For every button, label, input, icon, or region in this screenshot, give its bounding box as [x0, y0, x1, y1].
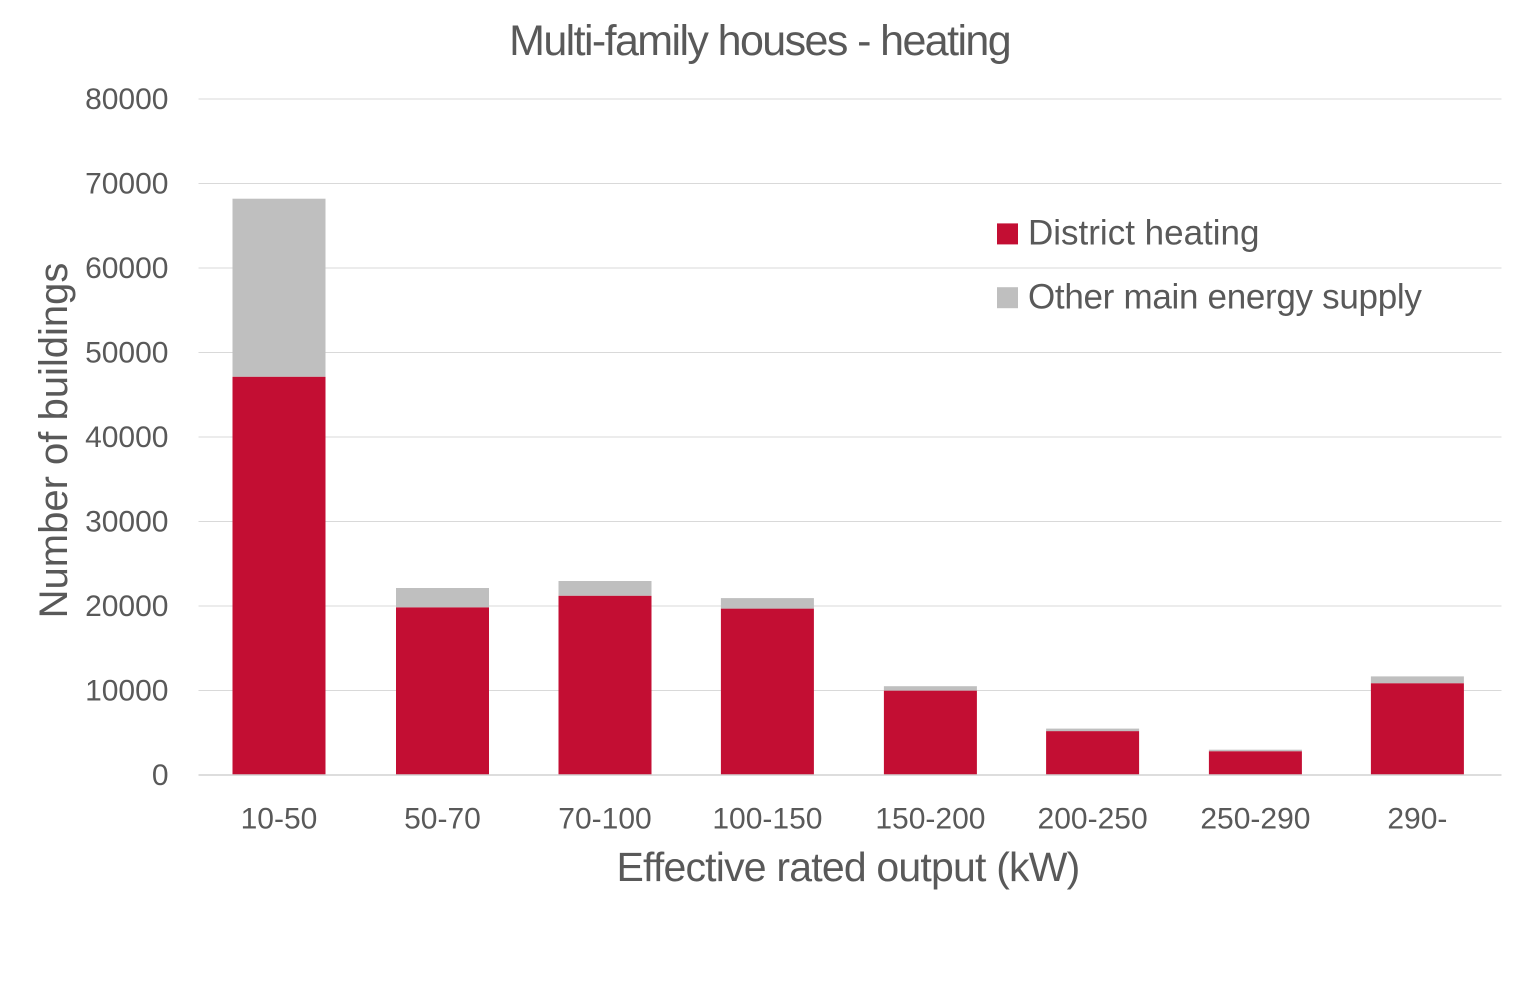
svg-text:70000: 70000 — [85, 168, 168, 201]
svg-text:30000: 30000 — [85, 506, 168, 539]
svg-text:60000: 60000 — [85, 252, 168, 285]
svg-text:Other main energy supply: Other main energy supply — [1028, 278, 1422, 317]
svg-text:80000: 80000 — [85, 83, 168, 116]
svg-text:250-290: 250-290 — [1200, 803, 1310, 836]
svg-text:10-50: 10-50 — [241, 803, 318, 836]
svg-text:150-200: 150-200 — [875, 803, 985, 836]
svg-text:50-70: 50-70 — [404, 803, 481, 836]
svg-text:50000: 50000 — [85, 337, 168, 370]
svg-text:100-150: 100-150 — [712, 803, 822, 836]
svg-text:0: 0 — [152, 759, 169, 792]
svg-text:290-: 290- — [1387, 803, 1447, 836]
svg-text:20000: 20000 — [85, 590, 168, 623]
svg-text:10000: 10000 — [85, 675, 168, 708]
svg-text:Number of buildings: Number of buildings — [32, 263, 76, 619]
svg-text:70-100: 70-100 — [558, 803, 651, 836]
svg-text:200-250: 200-250 — [1038, 803, 1148, 836]
svg-text:District heating: District heating — [1028, 214, 1259, 253]
svg-text:Effective rated output (kW): Effective rated output (kW) — [616, 844, 1079, 890]
svg-text:Multi-family houses - heating: Multi-family houses - heating — [509, 17, 1010, 65]
svg-text:40000: 40000 — [85, 421, 168, 454]
